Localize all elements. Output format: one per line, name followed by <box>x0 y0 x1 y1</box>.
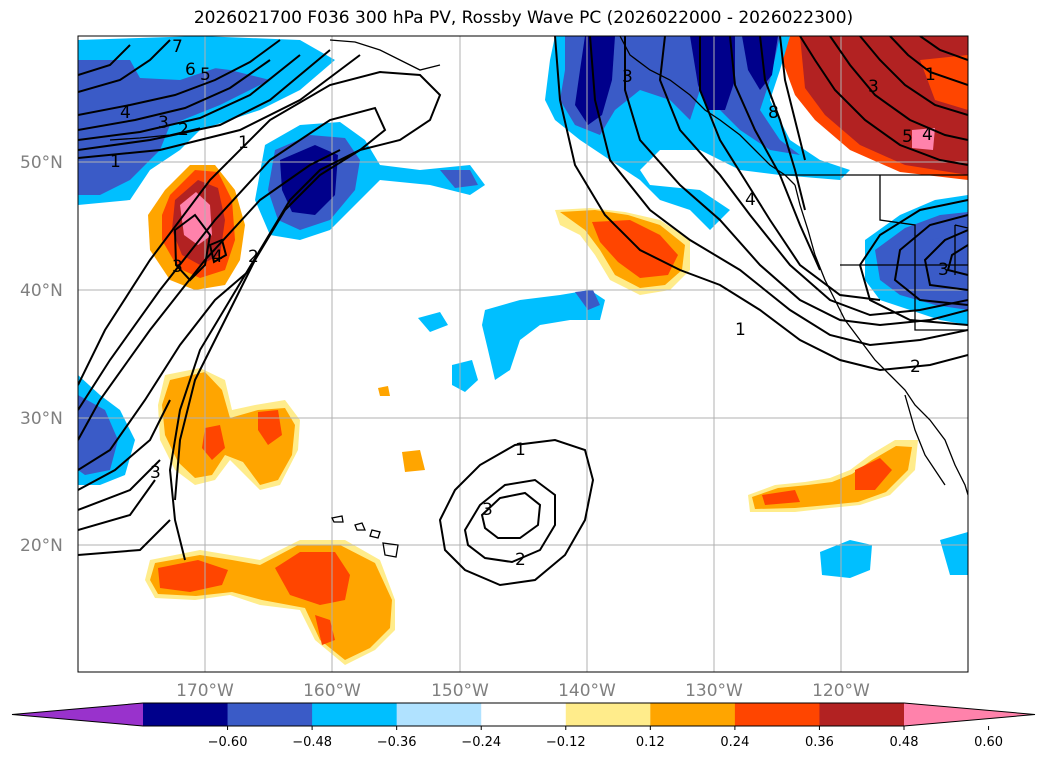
contour-label: 3 <box>868 77 879 97</box>
contour-label: 1 <box>925 65 936 85</box>
colorbar-outline <box>11 702 1036 727</box>
longitude-labels: 170°W 160°W 150°W 140°W 130°W 120°W <box>176 681 870 701</box>
colorbar-segment <box>396 703 482 726</box>
contour-label: 2 <box>515 550 526 570</box>
contour-label: 5 <box>902 127 913 147</box>
contour-label: 3 <box>150 463 161 483</box>
lon-label: 140°W <box>558 681 616 701</box>
contour-label: 4 <box>212 247 223 267</box>
contour-label: 3 <box>622 67 633 87</box>
contour-label: 7 <box>172 37 183 57</box>
colorbar-segment <box>143 703 229 726</box>
lat-label: 20°N <box>20 536 63 556</box>
negative-anomaly-mid-pacific <box>418 290 605 392</box>
colorbar-segment <box>227 703 313 726</box>
contour-label: 3 <box>158 113 169 133</box>
latitude-labels: 50°N 40°N 30°N 20°N <box>20 153 63 556</box>
lon-label: 150°W <box>431 681 489 701</box>
map-border <box>77 35 969 673</box>
positive-anomaly-northeast <box>782 36 968 180</box>
lon-label: 130°W <box>685 681 743 701</box>
contour-label: 4 <box>120 103 131 123</box>
contour-label: 1 <box>238 133 249 153</box>
contour-label: 4 <box>922 125 933 145</box>
colorbar-tick-label: −0.12 <box>546 735 586 750</box>
hawaii-islands <box>331 515 399 558</box>
negative-anomaly-southwest <box>78 375 135 485</box>
colorbar: −0.60 −0.48 −0.36 −0.24 −0.12 0.12 0.24 0.36 0.4… <box>11 702 1036 750</box>
contour-label: 2 <box>248 247 259 267</box>
colorbar-extend-high <box>904 703 1035 726</box>
contour-labels: 1 4 3 2 6 5 7 1 2 3 4 3 1 3 2 1 2 3 8 4 … <box>110 37 949 570</box>
colorbar-tick-label: −0.24 <box>461 735 501 750</box>
positive-anomaly-140w <box>555 208 690 295</box>
contour-label: 1 <box>735 320 746 340</box>
map-title: 2026021700 F036 300 hPa PV, Rossby Wave … <box>193 8 854 28</box>
rossby-contours <box>78 36 968 587</box>
positive-anomaly-subtropical-west <box>158 368 425 490</box>
colorbar-extend-low <box>12 703 143 726</box>
contour-label: 4 <box>745 190 756 210</box>
colorbar-tick-label: 0.60 <box>974 735 1003 750</box>
contour-label: 3 <box>938 260 949 280</box>
colorbar-tick-label: 0.36 <box>805 735 834 750</box>
contour-label: 1 <box>515 440 526 460</box>
contour-label: 2 <box>910 357 921 377</box>
contour-label: 3 <box>172 257 183 277</box>
negative-anomaly-pacific-nw <box>545 36 850 230</box>
map-content: 1 4 3 2 6 5 7 1 2 3 4 3 1 3 2 1 2 3 8 4 … <box>78 36 968 672</box>
colorbar-tick-label: −0.60 <box>208 735 248 750</box>
lon-label: 160°W <box>303 681 361 701</box>
colorbar-tick-label: 0.12 <box>636 735 665 750</box>
colorbar-segment <box>734 703 820 726</box>
colorbar-segment <box>481 703 567 726</box>
coastlines <box>109 36 968 496</box>
lat-label: 30°N <box>20 409 63 429</box>
contour-label: 5 <box>200 65 211 85</box>
colorbar-tick-label: −0.36 <box>377 735 417 750</box>
lon-label: 170°W <box>176 681 234 701</box>
lon-label: 120°W <box>812 681 870 701</box>
contour-label: 2 <box>178 120 189 140</box>
contour-label: 6 <box>185 60 196 80</box>
colorbar-segment <box>565 703 651 726</box>
negative-anomaly-southeast <box>820 532 968 578</box>
contour-label: 3 <box>482 500 493 520</box>
contour-label: 1 <box>110 152 121 172</box>
colorbar-tick-label: 0.24 <box>720 735 749 750</box>
positive-anomaly-southeast <box>748 440 918 512</box>
contour-label: 8 <box>768 103 779 123</box>
colorbar-tick-label: 0.48 <box>890 735 919 750</box>
lat-label: 50°N <box>20 153 63 173</box>
colorbar-tick-label: −0.48 <box>292 735 332 750</box>
lat-label: 40°N <box>20 281 63 301</box>
colorbar-segment <box>312 703 398 726</box>
colorbar-segment <box>650 703 736 726</box>
colorbar-segment <box>819 703 905 726</box>
